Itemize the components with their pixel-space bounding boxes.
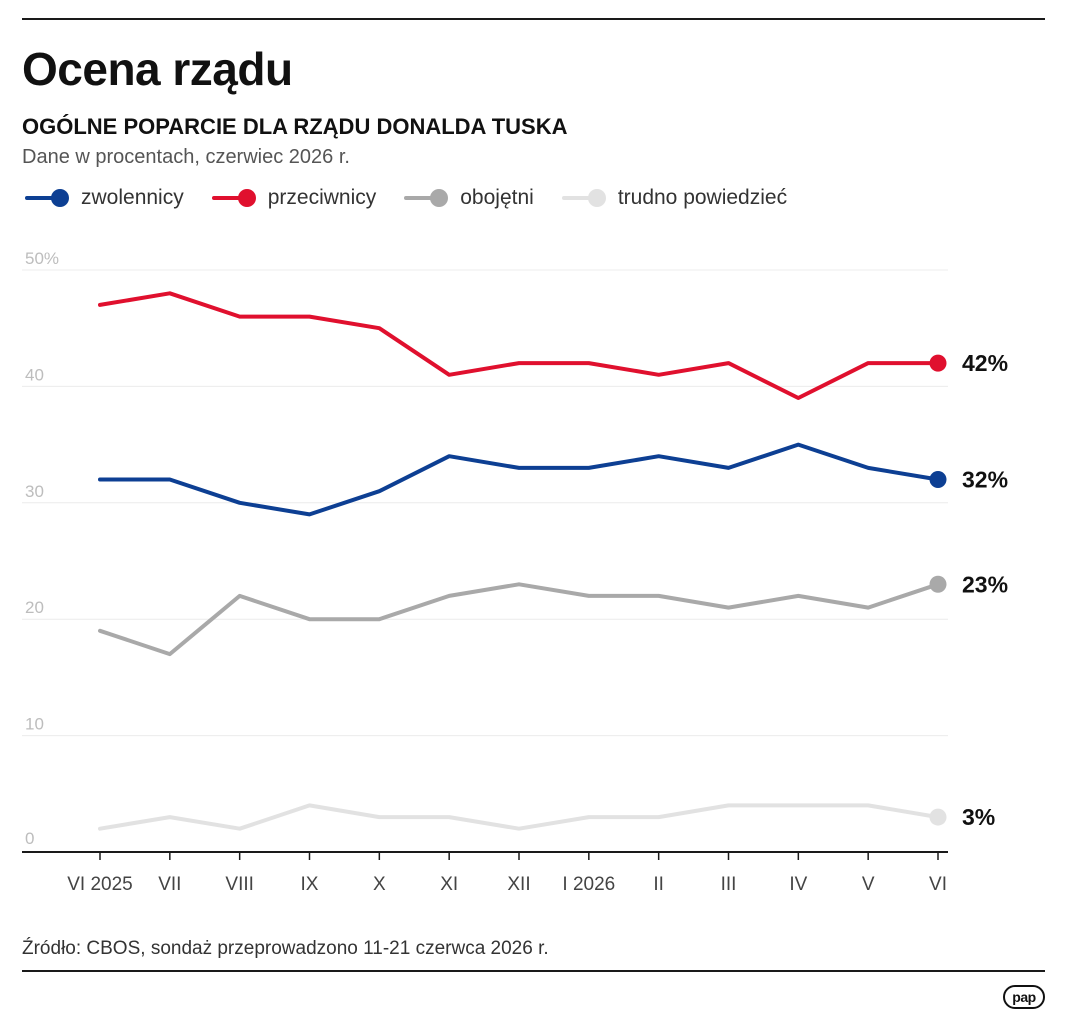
x-tick-label: II <box>653 874 664 895</box>
y-tick-label: 0 <box>25 829 34 848</box>
series-line-0 <box>98 442 940 517</box>
legend-swatch-icon <box>25 188 69 208</box>
series-line-3 <box>98 803 940 831</box>
x-tick-label: IV <box>789 874 807 895</box>
bottom-rule <box>22 970 1045 972</box>
x-tick-label: VI 2025 <box>67 874 133 895</box>
x-tick-label: I 2026 <box>562 874 615 895</box>
legend-item-trudno-powiedziec: trudno powiedzieć <box>561 186 788 210</box>
legend-item-obojetni: obojętni <box>404 186 534 210</box>
x-tick-label: V <box>862 874 875 895</box>
legend-swatch-icon <box>404 188 449 208</box>
legend-swatch-icon <box>561 188 606 208</box>
y-tick-label: 50% <box>25 249 59 268</box>
legend-label: zwolennicy <box>81 186 184 209</box>
series-end-point <box>929 471 947 489</box>
legend-label: trudno powiedzieć <box>617 186 788 209</box>
x-tick-label: III <box>721 874 737 895</box>
pap-logo: pap <box>1003 985 1045 1009</box>
legend-label: przeciwnicy <box>267 186 377 209</box>
legend-swatch-icon <box>211 188 256 208</box>
x-tick-label: VII <box>158 874 181 895</box>
y-tick-label: 30 <box>25 482 44 501</box>
x-tick-label: XII <box>507 874 530 895</box>
y-tick-label: 20 <box>25 598 44 617</box>
series-end-point <box>929 808 947 826</box>
source-note: Źródło: CBOS, sondaż przeprowadzono 11-2… <box>22 938 549 959</box>
end-value-label: 23% <box>962 571 1008 597</box>
top-rule <box>22 18 1045 20</box>
x-tick-label: X <box>373 874 386 895</box>
series-line-2 <box>98 582 940 657</box>
series-line-1 <box>98 291 940 400</box>
chart-subtitle: OGÓLNE POPARCIE DLA RZĄDU DONALDA TUSKA <box>22 114 568 139</box>
chart-legend: zwolennicy przeciwnicy obojętni trudno p… <box>25 186 787 210</box>
y-tick-label: 10 <box>25 715 44 734</box>
logo-text: pap <box>1012 989 1036 1005</box>
page-title: Ocena rządu <box>22 43 293 95</box>
pap-logo-icon: pap <box>1003 985 1045 1009</box>
x-tick-label: XI <box>440 874 458 895</box>
legend-item-przeciwnicy: przeciwnicy <box>211 186 377 210</box>
y-tick-label: 40 <box>25 365 44 384</box>
x-tick-label: IX <box>301 874 319 895</box>
series-end-point <box>929 575 947 593</box>
end-value-label: 32% <box>962 467 1008 493</box>
legend-item-zwolennicy: zwolennicy <box>25 186 184 210</box>
legend-label: obojętni <box>460 186 534 209</box>
series-end-point <box>929 354 947 372</box>
end-value-label: 3% <box>962 804 995 830</box>
data-note: Dane w procentach, czerwiec 2026 r. <box>22 146 350 168</box>
x-tick-label: VIII <box>225 874 254 895</box>
end-value-label: 42% <box>962 350 1008 376</box>
x-tick-label: VI <box>929 874 947 895</box>
